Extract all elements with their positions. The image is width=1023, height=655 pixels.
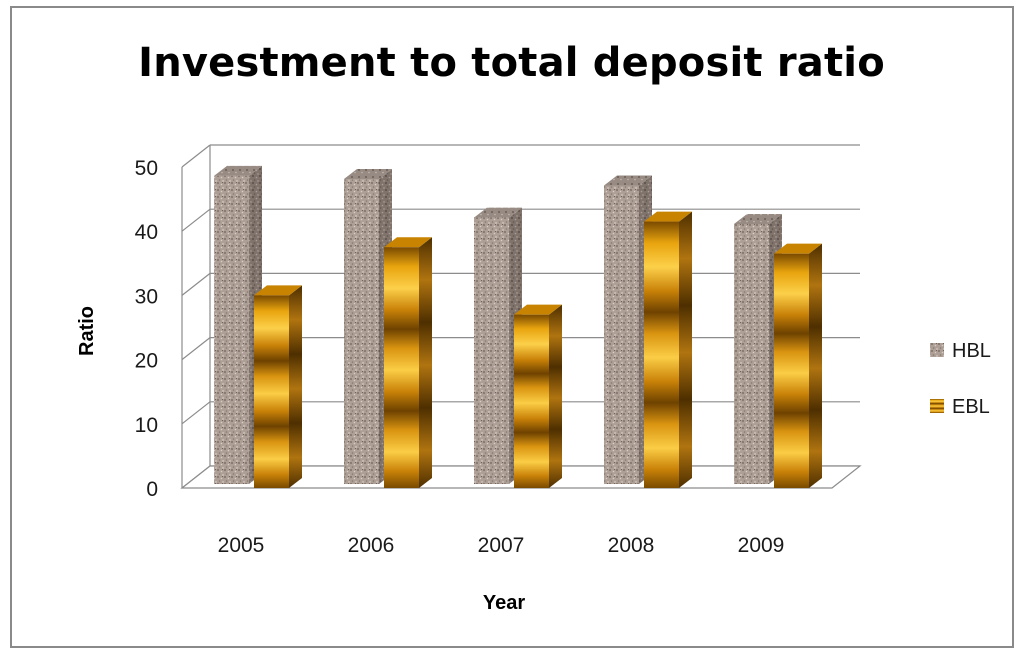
bar-front bbox=[254, 295, 289, 488]
bar-ebl-2005 bbox=[254, 285, 302, 488]
y-tick-label: 20 bbox=[135, 350, 158, 373]
bar-front bbox=[734, 223, 769, 485]
y-tick-label: 40 bbox=[135, 221, 158, 244]
x-tick-label: 2009 bbox=[738, 534, 785, 557]
side-gridline bbox=[181, 401, 211, 425]
bar-top bbox=[384, 237, 432, 248]
x-axis-title: Year bbox=[483, 592, 525, 614]
bar-front bbox=[344, 179, 379, 485]
bar-top bbox=[344, 169, 392, 180]
bar-front bbox=[774, 253, 809, 488]
bar-top bbox=[214, 165, 262, 176]
x-tick-label: 2007 bbox=[478, 534, 525, 557]
bar-top bbox=[774, 243, 822, 254]
bar-front bbox=[474, 217, 509, 484]
y-tick-label: 50 bbox=[135, 157, 158, 180]
legend-swatch-ebl bbox=[930, 399, 944, 413]
y-axis-title: Ratio bbox=[76, 306, 98, 356]
bar-hbl-2005 bbox=[214, 165, 262, 484]
chart-title: Investment to total deposit ratio bbox=[138, 40, 885, 86]
bar-top bbox=[734, 213, 782, 224]
bar-top bbox=[514, 304, 562, 315]
bar-side bbox=[419, 237, 432, 488]
side-gridline bbox=[181, 272, 211, 296]
bar-top bbox=[474, 207, 522, 218]
legend-label-ebl: EBL bbox=[952, 396, 990, 418]
side-gridline bbox=[181, 144, 211, 168]
bar-top bbox=[604, 175, 652, 186]
x-tick-label: 2006 bbox=[348, 534, 395, 557]
bar-front bbox=[384, 247, 419, 488]
y-tick-label: 0 bbox=[146, 478, 158, 501]
bar-ebl-2009 bbox=[774, 243, 822, 488]
legend: HBL EBL bbox=[930, 340, 991, 418]
legend-swatch-hbl bbox=[930, 343, 944, 357]
bar-side bbox=[289, 285, 302, 488]
bar-top bbox=[644, 211, 692, 222]
y-tick-label: 30 bbox=[135, 285, 158, 308]
bar-front bbox=[644, 221, 679, 488]
bar-top bbox=[254, 285, 302, 296]
bar-front bbox=[604, 185, 639, 484]
bar-ebl-2007 bbox=[514, 304, 562, 488]
bar-front bbox=[214, 175, 249, 484]
bar-front bbox=[514, 314, 549, 488]
x-tick-label: 2008 bbox=[608, 534, 655, 557]
y-tick-label: 10 bbox=[135, 414, 158, 437]
bar-side bbox=[679, 211, 692, 488]
bar-side bbox=[549, 304, 562, 488]
bar-ebl-2008 bbox=[644, 211, 692, 488]
legend-label-hbl: HBL bbox=[952, 340, 991, 362]
bar-side bbox=[809, 243, 822, 488]
side-gridline bbox=[181, 337, 211, 361]
bar-ebl-2006 bbox=[384, 237, 432, 488]
side-gridline bbox=[181, 208, 211, 232]
x-tick-label: 2005 bbox=[218, 534, 265, 557]
